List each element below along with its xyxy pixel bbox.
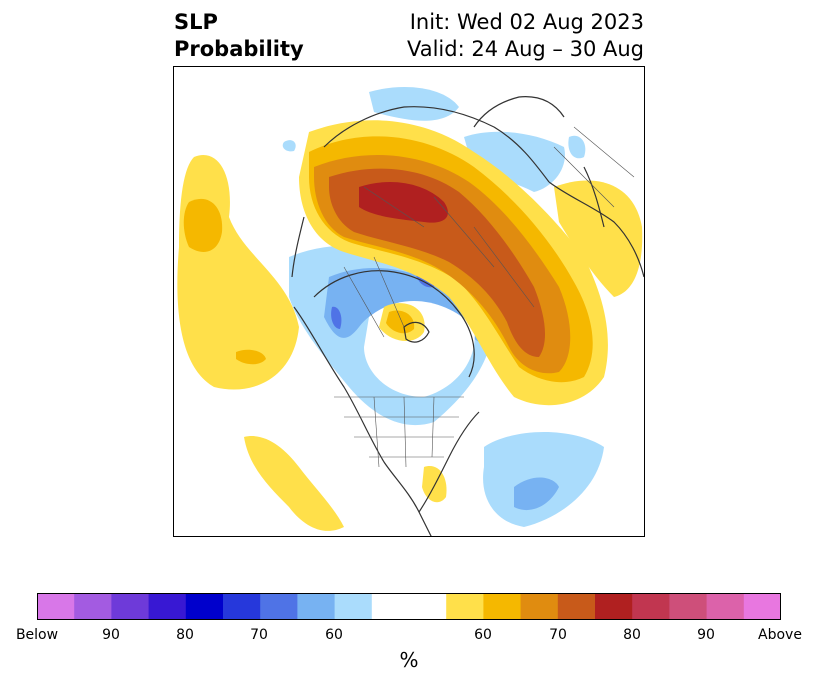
colorbar-segment bbox=[557, 593, 596, 620]
tick-label-above-70: 70 bbox=[549, 627, 567, 643]
borders bbox=[334, 126, 635, 468]
colorbar-segment bbox=[669, 593, 708, 620]
shade-blue-west bbox=[331, 306, 342, 329]
colorbar-segment bbox=[297, 593, 336, 620]
chart-title-left: SLP Probability bbox=[174, 9, 304, 63]
tick-label-above-60: 60 bbox=[474, 627, 492, 643]
colorbar-segment bbox=[334, 593, 373, 620]
shade-lightblue-east bbox=[568, 135, 586, 159]
colorbar-segment bbox=[520, 593, 559, 620]
title-metric: Probability bbox=[174, 37, 304, 61]
colorbar-segment bbox=[111, 593, 150, 620]
colorbar-segment bbox=[483, 593, 522, 620]
tick-label-below-90: 90 bbox=[102, 627, 120, 643]
tick-label-above-90: 90 bbox=[697, 627, 715, 643]
shade-gold-arctic bbox=[386, 310, 415, 334]
colorbar-segment bbox=[446, 593, 484, 620]
colorbar-segment bbox=[632, 593, 670, 620]
colorbar bbox=[37, 593, 781, 620]
coastlines bbox=[291, 96, 644, 536]
tick-label-above: Above bbox=[758, 627, 802, 643]
colorbar-segment bbox=[74, 593, 112, 620]
colorbar-unit: % bbox=[399, 648, 419, 672]
colorbar-segment bbox=[223, 593, 261, 620]
tick-label-above-80: 80 bbox=[623, 627, 641, 643]
tick-label-below-60: 60 bbox=[325, 627, 343, 643]
colorbar-segment bbox=[185, 593, 224, 620]
chart-title-right: Init: Wed 02 Aug 2023 Valid: 24 Aug – 30… bbox=[407, 9, 644, 63]
colorbar-border bbox=[37, 593, 781, 620]
colorbar-segment bbox=[260, 593, 298, 620]
shade-red-core bbox=[359, 182, 448, 223]
shade-yellow-east bbox=[554, 180, 643, 297]
shade-lightblue-arctic bbox=[369, 87, 459, 121]
colorbar-segment bbox=[706, 593, 745, 620]
shade-midblue-atlantic bbox=[514, 477, 559, 511]
tick-label-below-80: 80 bbox=[176, 627, 194, 643]
map-panel bbox=[173, 66, 645, 537]
shade-gold-pacific bbox=[183, 198, 223, 252]
colorbar-segment bbox=[148, 593, 187, 620]
shade-yellow-southeast bbox=[422, 466, 447, 503]
colorbar-segment bbox=[37, 593, 75, 620]
title-variable: SLP bbox=[174, 10, 218, 34]
shade-lightblue-small bbox=[282, 140, 296, 152]
tick-label-below: Below bbox=[15, 627, 59, 643]
tick-label-below-70: 70 bbox=[250, 627, 268, 643]
init-date: Init: Wed 02 Aug 2023 bbox=[409, 10, 644, 34]
shade-gold-pacific-small bbox=[236, 349, 266, 365]
colorbar-segment bbox=[595, 593, 633, 620]
valid-range: Valid: 24 Aug – 30 Aug bbox=[406, 37, 644, 61]
shade-yellow-mexico bbox=[244, 436, 344, 531]
colorbar-segment bbox=[743, 593, 781, 620]
shade-lightblue-siberia bbox=[464, 131, 565, 192]
map-svg bbox=[177, 87, 644, 536]
colorbar-segment bbox=[371, 593, 447, 620]
colorbar-tick-labels: Below 90 80 70 60 60 70 80 90 Above bbox=[0, 627, 819, 647]
